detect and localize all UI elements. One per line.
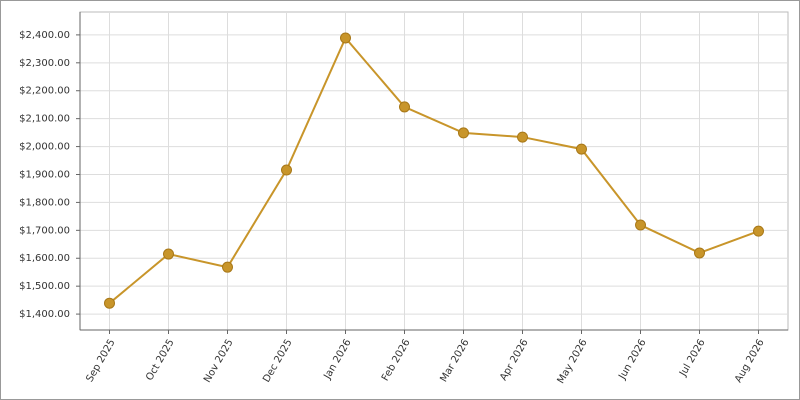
y-tick-label: $1,900.00	[19, 169, 70, 180]
point	[635, 219, 646, 231]
plot-area	[79, 11, 789, 331]
y-tick-label: $2,400.00	[19, 30, 70, 41]
point	[694, 247, 705, 259]
point	[340, 32, 351, 44]
point	[517, 131, 528, 143]
y-tick-label: $1,700.00	[19, 225, 70, 236]
point	[399, 101, 410, 113]
y-tick-label: $2,100.00	[19, 114, 70, 125]
y-tick-label: $1,600.00	[19, 253, 70, 264]
y-tick-label: $1,400.00	[19, 309, 70, 320]
y-tick-label: $2,200.00	[19, 86, 70, 97]
y-tick-label: $2,300.00	[19, 58, 70, 69]
y-tick-label: $2,000.00	[19, 142, 70, 153]
y-tick-label: $1,800.00	[19, 197, 70, 208]
point	[576, 143, 587, 155]
point	[281, 164, 292, 176]
point	[222, 261, 233, 273]
y-tick-label: $1,500.00	[19, 281, 70, 292]
point	[458, 127, 469, 139]
point	[753, 225, 764, 237]
point	[163, 248, 174, 260]
point	[104, 297, 115, 309]
series-line	[108, 36, 759, 304]
